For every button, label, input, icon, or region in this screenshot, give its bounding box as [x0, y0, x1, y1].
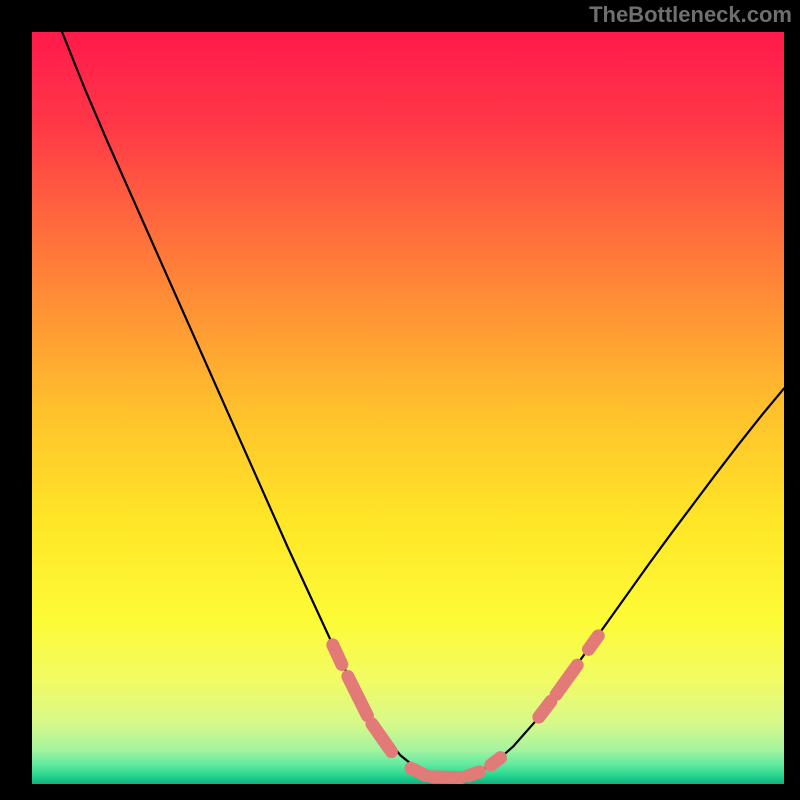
- chart-stage: TheBottleneck.com: [0, 0, 800, 800]
- curve-marker-segment: [491, 758, 501, 766]
- curve-marker-segment: [588, 636, 598, 650]
- curve-marker-segment: [411, 768, 426, 776]
- watermark-text: TheBottleneck.com: [589, 2, 792, 28]
- curve-marker-segment: [468, 772, 479, 776]
- chart-svg: [0, 0, 800, 800]
- curve-marker-segment: [333, 645, 342, 665]
- curve-marker-segment: [433, 777, 461, 778]
- plot-area: [32, 32, 784, 784]
